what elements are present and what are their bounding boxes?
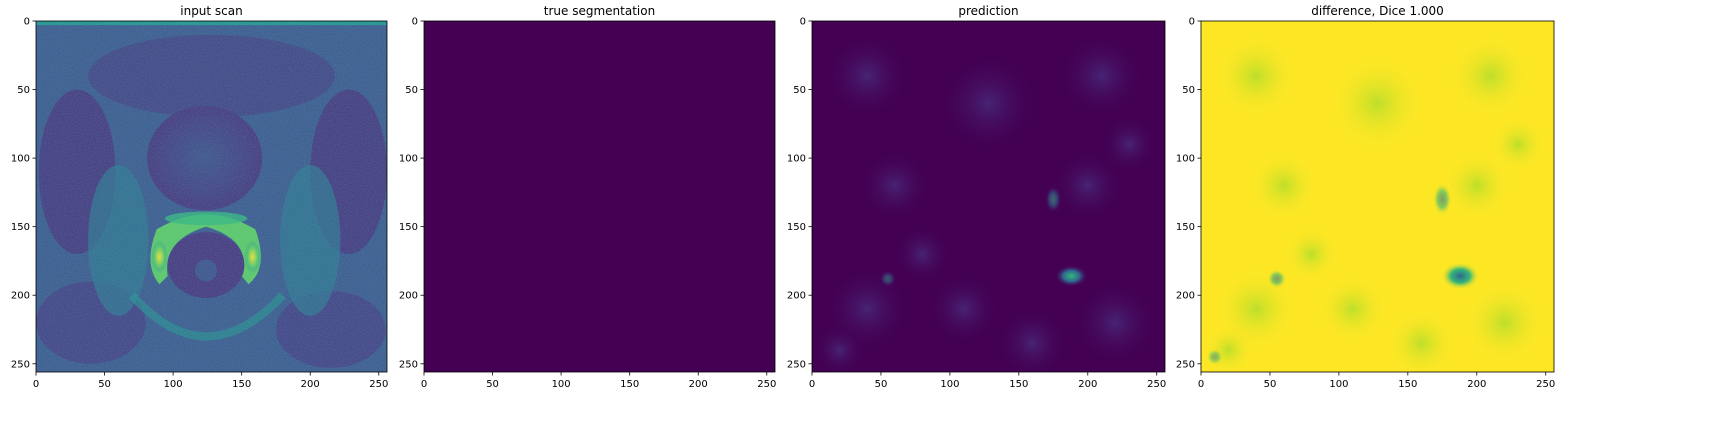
x-tick-label: 150 xyxy=(1398,379,1417,390)
y-tick-label: 250 xyxy=(11,359,30,370)
panel-title: input scan xyxy=(180,4,243,18)
axes-frame xyxy=(423,20,776,373)
heatmap-image xyxy=(1201,21,1554,372)
y-tick-label: 50 xyxy=(17,85,30,96)
heatmap-image xyxy=(424,21,775,372)
axes-frame xyxy=(811,20,1166,373)
y-tick-label: 150 xyxy=(399,222,418,233)
x-tick-label: 200 xyxy=(1078,379,1097,390)
y-tick-label: 150 xyxy=(787,222,806,233)
panel-title: true segmentation xyxy=(544,4,655,18)
y-tick-label: 50 xyxy=(405,85,418,96)
x-tick-label: 100 xyxy=(940,379,959,390)
y-tick-label: 50 xyxy=(793,85,806,96)
x-tick-label: 200 xyxy=(1467,379,1486,390)
x-tick-label: 0 xyxy=(33,379,39,390)
heatmap-image xyxy=(36,21,387,372)
y-tick-label: 250 xyxy=(399,359,418,370)
y-tick-label: 100 xyxy=(399,154,418,165)
x-tick-label: 150 xyxy=(232,379,251,390)
y-tick-label: 0 xyxy=(412,17,418,28)
y-tick-label: 250 xyxy=(787,359,806,370)
y-tick-label: 100 xyxy=(11,154,30,165)
y-tick-label: 200 xyxy=(11,291,30,302)
y-tick-label: 200 xyxy=(787,291,806,302)
x-tick-label: 50 xyxy=(98,379,111,390)
y-tick-label: 150 xyxy=(1176,222,1195,233)
y-tick-label: 150 xyxy=(11,222,30,233)
x-tick-label: 50 xyxy=(486,379,499,390)
x-tick-label: 100 xyxy=(1329,379,1348,390)
x-tick-label: 50 xyxy=(1264,379,1277,390)
x-tick-label: 250 xyxy=(369,379,388,390)
x-tick-label: 250 xyxy=(757,379,776,390)
x-tick-label: 100 xyxy=(164,379,183,390)
y-tick-label: 250 xyxy=(1176,359,1195,370)
y-tick-label: 0 xyxy=(24,17,30,28)
y-tick-label: 0 xyxy=(800,17,806,28)
y-tick-label: 100 xyxy=(1176,154,1195,165)
y-tick-label: 0 xyxy=(1189,17,1195,28)
axes-frame xyxy=(35,20,388,373)
x-tick-label: 0 xyxy=(421,379,427,390)
x-tick-label: 0 xyxy=(1198,379,1204,390)
y-tick-label: 50 xyxy=(1182,85,1195,96)
y-tick-label: 200 xyxy=(399,291,418,302)
x-tick-label: 150 xyxy=(620,379,639,390)
x-tick-label: 200 xyxy=(301,379,320,390)
y-tick-label: 200 xyxy=(1176,291,1195,302)
x-tick-label: 150 xyxy=(1009,379,1028,390)
x-tick-label: 0 xyxy=(809,379,815,390)
x-tick-label: 200 xyxy=(689,379,708,390)
x-tick-label: 250 xyxy=(1536,379,1555,390)
x-tick-label: 50 xyxy=(875,379,888,390)
axes-frame xyxy=(1200,20,1555,373)
panel-title: difference, Dice 1.000 xyxy=(1311,4,1444,18)
panel-title: prediction xyxy=(958,4,1018,18)
x-tick-label: 250 xyxy=(1147,379,1166,390)
x-tick-label: 100 xyxy=(552,379,571,390)
heatmap-image xyxy=(812,21,1165,372)
y-tick-label: 100 xyxy=(787,154,806,165)
